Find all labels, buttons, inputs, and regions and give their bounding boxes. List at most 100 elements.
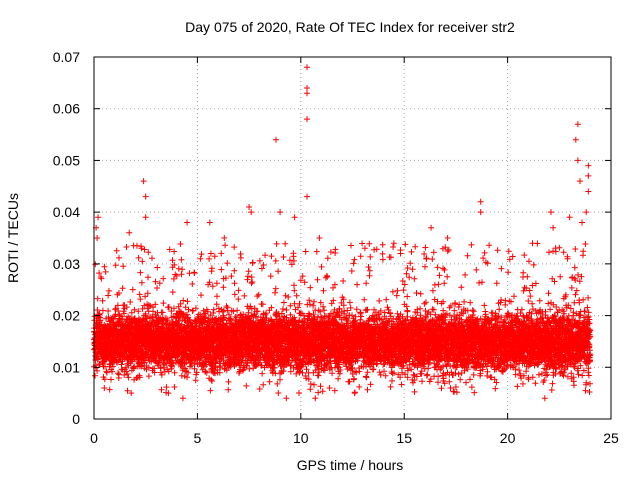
- data-point: [311, 381, 317, 388]
- data-point: [94, 295, 101, 302]
- data-point: [349, 312, 355, 319]
- data-point: [98, 275, 105, 282]
- data-point: [280, 254, 287, 260]
- data-point: [109, 368, 116, 375]
- data-point: [173, 272, 180, 279]
- data-point: [154, 264, 161, 271]
- data-point: [163, 360, 170, 367]
- data-point: [124, 387, 131, 394]
- data-point: [351, 256, 358, 263]
- data-point: [159, 309, 166, 316]
- data-point: [171, 261, 178, 268]
- data-point: [364, 386, 371, 393]
- data-point: [320, 287, 327, 294]
- data-point: [287, 368, 294, 375]
- data-point: [296, 300, 303, 307]
- data-point: [275, 268, 282, 275]
- data-point: [94, 307, 101, 313]
- data-point: [237, 254, 244, 261]
- data-point: [114, 302, 121, 309]
- data-point: [151, 369, 158, 376]
- data-point: [154, 285, 160, 291]
- data-point: [225, 378, 232, 385]
- data-point: [318, 263, 325, 270]
- data-point: [105, 292, 112, 299]
- data-point: [280, 299, 287, 306]
- data-point: [231, 280, 238, 287]
- data-point: [282, 240, 289, 247]
- data-point: [139, 258, 146, 265]
- data-point: [166, 246, 173, 253]
- data-point: [315, 307, 322, 314]
- data-point: [228, 273, 235, 280]
- data-point: [260, 381, 267, 388]
- data-point: [313, 248, 320, 255]
- data-point: [116, 254, 122, 261]
- data-point: [171, 248, 178, 255]
- data-point: [268, 253, 275, 260]
- data-point: [156, 358, 163, 365]
- data-point: [147, 303, 154, 309]
- data-point: [328, 300, 335, 307]
- data-point: [163, 384, 170, 391]
- data-point: [248, 280, 255, 287]
- data-point: [348, 242, 354, 249]
- data-point: [119, 285, 126, 292]
- data-point: [121, 372, 128, 378]
- data-point: [127, 299, 134, 305]
- data-point: [156, 280, 163, 287]
- data-point: [105, 314, 112, 321]
- data-point: [136, 291, 143, 298]
- data-point: [198, 251, 205, 258]
- data-point: [198, 292, 204, 299]
- data-point: [210, 306, 217, 313]
- grid-lines: [94, 57, 611, 419]
- data-point: [125, 374, 132, 381]
- data-point: [115, 371, 122, 378]
- data-point: [225, 386, 232, 393]
- data-point: [351, 375, 357, 382]
- data-point: [152, 278, 159, 285]
- data-point: [170, 275, 177, 282]
- data-point: [145, 364, 152, 371]
- data-point: [123, 304, 130, 311]
- data-point: [160, 300, 167, 307]
- data-point: [256, 257, 263, 264]
- data-point: [135, 254, 142, 261]
- data-point: [272, 285, 279, 292]
- data-point: [179, 266, 186, 273]
- data-point: [159, 323, 166, 330]
- data-point: [115, 308, 122, 314]
- data-point: [244, 273, 251, 280]
- data-point: [314, 276, 321, 283]
- data-point: [321, 307, 328, 314]
- data-point: [331, 387, 338, 394]
- data-point: [296, 390, 302, 396]
- data-point: [245, 268, 252, 275]
- data-point: [259, 301, 266, 308]
- data-point: [96, 270, 103, 277]
- data-point: [105, 308, 112, 314]
- data-point: [101, 376, 108, 383]
- data-point: [302, 248, 309, 255]
- data-point: [149, 313, 156, 320]
- data-point: [158, 371, 165, 378]
- data-point: [145, 373, 152, 380]
- data-point: [213, 280, 220, 287]
- data-point: [277, 376, 283, 383]
- data-point: [164, 317, 171, 324]
- data-point: [283, 307, 290, 313]
- data-point: [363, 280, 370, 287]
- data-point: [218, 250, 225, 257]
- data-point: [222, 242, 229, 249]
- data-point: [139, 305, 146, 312]
- data-point: [273, 240, 280, 247]
- data-point: [191, 270, 198, 276]
- data-point: [113, 247, 120, 254]
- data-point: [197, 255, 204, 262]
- data-point: [119, 358, 126, 365]
- data-point: [243, 382, 250, 389]
- data-point: [106, 287, 112, 294]
- data-point: [110, 363, 116, 370]
- data-point: [101, 263, 108, 270]
